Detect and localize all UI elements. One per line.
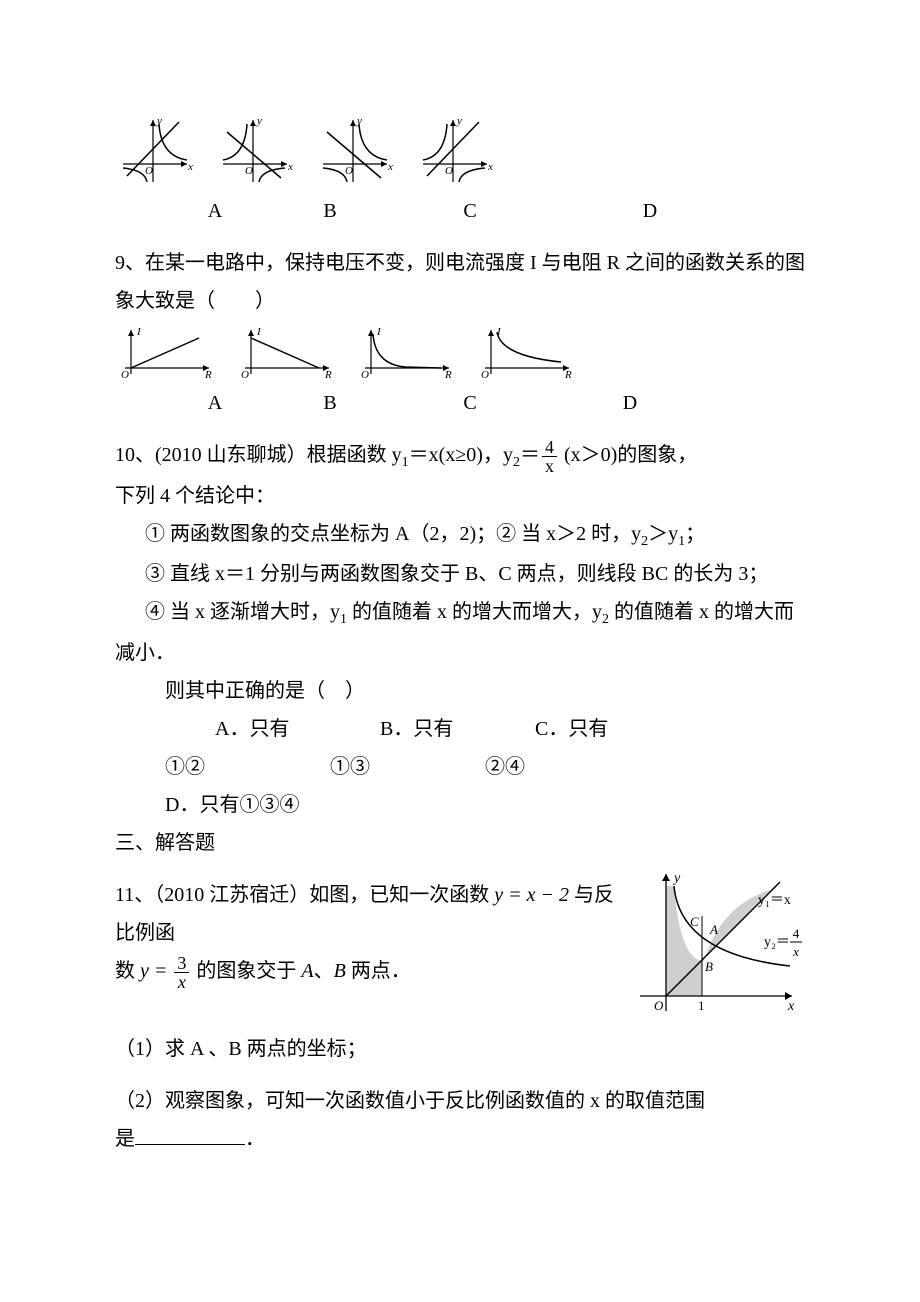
svg-text:R: R [564, 369, 572, 380]
q9-graph-c: R I O [355, 324, 455, 380]
q10-opt-b: B．只有①③ [330, 710, 480, 786]
svg-text:O: O [345, 165, 353, 177]
svg-text:R: R [204, 369, 212, 380]
axis-y-label: y [156, 115, 162, 127]
q8-graph-c: x y O [315, 114, 395, 188]
q9-graph-b: R I O [235, 324, 335, 380]
q8-graph-b: x y O [215, 114, 295, 188]
q10-item4: ④ 当 x 逐渐增大时，y1 的值随着 x 的增大而增大，y2 的值随着 x 的… [115, 593, 805, 672]
q9-graph-a: R I O [115, 324, 215, 380]
q10-ask: 则其中正确的是（ ） [115, 672, 805, 710]
q9-graph-row: R I O R I O R [115, 324, 805, 380]
q11-part1: （1）求 A 、B 两点的坐标； [115, 1030, 805, 1068]
q9-option-row: A B C D [115, 384, 805, 422]
q9-opt-c: C [395, 384, 545, 422]
q8-option-row: A B C D [115, 192, 805, 230]
axis-x-label: x [187, 161, 193, 173]
svg-text:x: x [792, 944, 799, 959]
q10-line1: 10、(2010 山东聊城）根据函数 y1＝x(x≥0)，y2＝4x (x＞0)… [115, 436, 805, 477]
q9-opt-b: B [265, 384, 395, 422]
answer-blank[interactable] [135, 1124, 245, 1145]
svg-text:x: x [787, 999, 795, 1014]
q8-graph-row: x y O x y O [115, 114, 805, 188]
svg-text:4: 4 [793, 926, 800, 941]
q8-graph-d: x y O [415, 114, 495, 188]
svg-text:O: O [121, 369, 129, 380]
q11-part2: （2）观察图象，可知一次函数值小于反比例函数值的 x 的取值范围 [115, 1082, 805, 1120]
svg-text:x: x [387, 161, 393, 173]
svg-text:I: I [256, 326, 262, 338]
q8-opt-a: A [115, 192, 265, 230]
q9-opt-a: A [115, 384, 265, 422]
svg-text:O: O [481, 369, 489, 380]
svg-text:y: y [256, 115, 262, 127]
q8-opt-b: B [265, 192, 395, 230]
svg-text:1: 1 [698, 998, 705, 1013]
svg-text:A: A [709, 922, 718, 937]
q10-options: A．只有①② B．只有①③ C．只有②④ D．只有①③④ [115, 710, 805, 824]
section-3-header: 三、解答题 [115, 824, 805, 862]
svg-text:x: x [287, 161, 293, 173]
svg-text:y₁＝x: y₁＝x [758, 893, 791, 908]
q9-graph-d: R I O [475, 324, 575, 380]
svg-text:B: B [705, 959, 713, 974]
q9-text: 9、在某一电路中，保持电压不变，则电流强度 I 与电阻 R 之间的函数关系的图象… [115, 244, 805, 320]
q9-opt-d: D [545, 384, 705, 422]
svg-text:O: O [654, 998, 664, 1013]
q8-graph-a: x y O [115, 114, 195, 188]
svg-text:C: C [690, 914, 699, 929]
q8-opt-d: D [545, 192, 725, 230]
q10-opt-a: A．只有①② [165, 710, 325, 786]
q8-opt-c: C [395, 192, 545, 230]
svg-text:y: y [456, 115, 462, 127]
svg-text:O: O [361, 369, 369, 380]
q10-opt-d: D．只有①③④ [115, 786, 299, 824]
svg-text:R: R [444, 369, 452, 380]
svg-text:y: y [356, 115, 362, 127]
q10-item1: ① 两函数图象的交点坐标为 A（2，2)；② 当 x＞2 时，y2＞y1； [115, 515, 805, 556]
svg-text:I: I [376, 326, 382, 338]
q10-prefix: 10、(2010 山东聊城）根据函数 y [115, 444, 402, 466]
svg-text:y₂＝: y₂＝ [764, 935, 790, 950]
q11-figure: A B C O 1 x y y₁＝x y₂＝ 4 x [630, 866, 805, 1016]
svg-text:O: O [245, 165, 253, 177]
svg-text:y: y [672, 871, 681, 886]
svg-text:O: O [241, 369, 249, 380]
q10-line2: 下列 4 个结论中： [115, 477, 805, 515]
svg-text:x: x [487, 161, 493, 173]
svg-text:O: O [445, 165, 453, 177]
svg-text:I: I [136, 326, 142, 338]
q11-part2-blank: 是． [115, 1120, 805, 1158]
origin-label: O [145, 165, 153, 177]
q10-opt-c: C．只有②④ [485, 710, 635, 786]
q10-item3: ③ 直线 x＝1 分别与两函数图象交于 B、C 两点，则线段 BC 的长为 3； [115, 555, 805, 593]
svg-text:R: R [324, 369, 332, 380]
svg-text:I: I [496, 326, 502, 338]
